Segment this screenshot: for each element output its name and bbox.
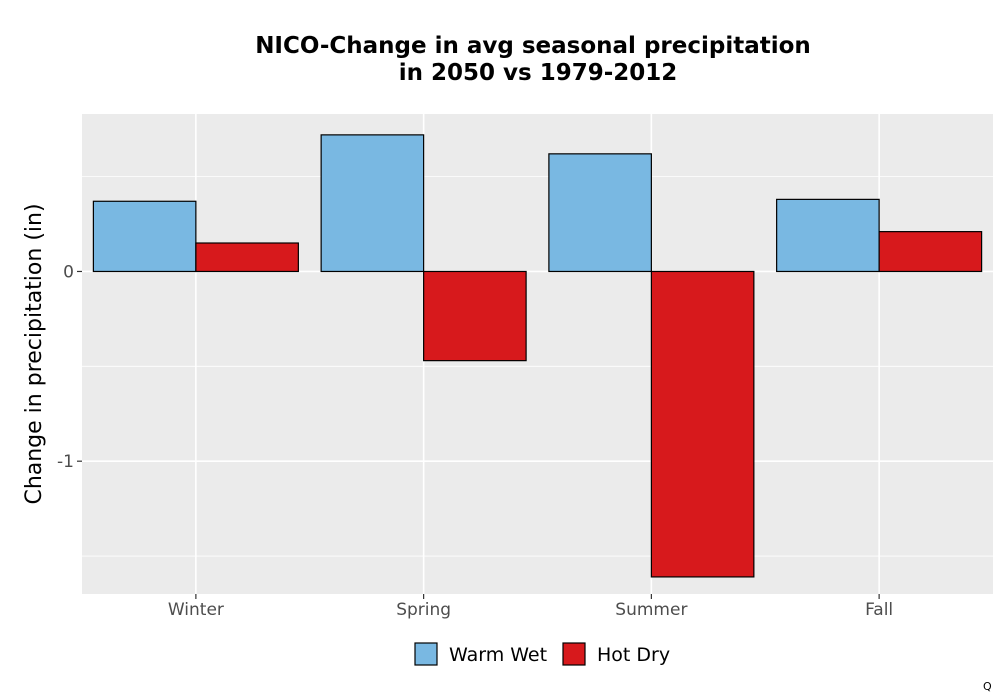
bar-warm-wet-spring: [320, 134, 425, 273]
bars: [92, 134, 983, 578]
legend-key-warm-wet: [414, 642, 438, 666]
x-tick-label: Fall: [865, 600, 893, 620]
y-tick-label: 0: [63, 262, 74, 282]
x-axis: Winter Spring Summer Fall: [168, 594, 893, 620]
bar-warm-wet-winter: [92, 200, 197, 273]
bar-hot-dry-summer: [650, 270, 755, 578]
chart-title-line-1: NICO-Change in avg seasonal precipitatio…: [255, 33, 811, 59]
bar-warm-wet-summer: [548, 153, 652, 273]
legend-label-hot-dry: Hot Dry: [597, 644, 670, 666]
bar-hot-dry-fall: [878, 231, 983, 273]
bar-hot-dry-winter: [195, 242, 299, 273]
y-tick-label: -1: [57, 452, 74, 472]
chart-title-line-2: in 2050 vs 1979-2012: [399, 60, 678, 86]
y-axis-title: Change in precipitation (in): [22, 203, 47, 504]
footnote: Q: [983, 680, 992, 693]
bar-warm-wet-fall: [776, 198, 880, 273]
x-tick-label: Winter: [168, 600, 224, 620]
x-tick-label: Spring: [396, 600, 451, 620]
legend-label-warm-wet: Warm Wet: [449, 644, 547, 666]
legend-key-hot-dry: [562, 642, 586, 666]
legend: Warm Wet Hot Dry: [414, 642, 670, 666]
plot-panel: [82, 114, 993, 594]
minor-gridlines: [82, 176, 993, 557]
x-tick-label: Summer: [615, 600, 687, 620]
bar-hot-dry-spring: [423, 270, 527, 362]
y-axis: 0 -1: [57, 262, 82, 472]
